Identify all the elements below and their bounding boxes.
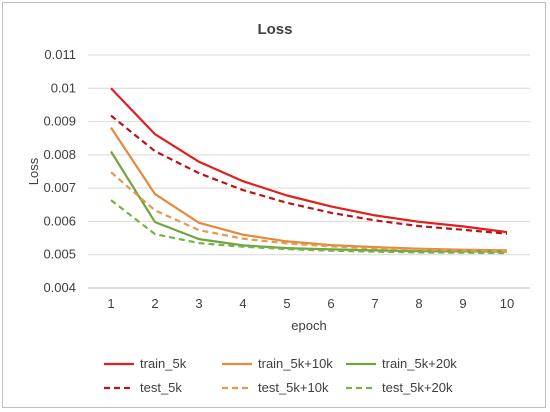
y-tick-label: 0.009 bbox=[43, 114, 76, 129]
legend-label: test_5k+10k bbox=[258, 380, 329, 395]
x-tick-label: 4 bbox=[239, 296, 246, 311]
series-line-test_5k+20k bbox=[110, 199, 508, 255]
legend-label: train_5k bbox=[140, 356, 187, 371]
y-tick-label: 0.006 bbox=[43, 213, 76, 228]
y-axis-label: Loss bbox=[26, 157, 41, 185]
legend-label: train_5k+20k bbox=[382, 356, 457, 371]
series-line-test_5k bbox=[110, 114, 508, 235]
x-tick-label: 1 bbox=[107, 296, 114, 311]
y-tick-label: 0.011 bbox=[44, 47, 76, 62]
x-tick-label: 2 bbox=[151, 296, 158, 311]
y-tick-label: 0.005 bbox=[43, 247, 76, 262]
x-tick-label: 3 bbox=[195, 296, 202, 311]
y-tick-label: 0.004 bbox=[43, 280, 76, 295]
legend-label: test_5k bbox=[140, 380, 182, 395]
series-line-test_5k+10k bbox=[110, 171, 508, 253]
x-axis-ticks: 1 2 3 4 5 6 7 8 9 10 bbox=[107, 296, 514, 311]
series-lines bbox=[110, 87, 508, 255]
y-tick-label: 0.008 bbox=[43, 147, 76, 162]
legend: train_5k train_5k+10k train_5k+20k test_5k t… bbox=[104, 356, 457, 395]
x-tick-label: 9 bbox=[459, 296, 466, 311]
gridlines bbox=[88, 54, 530, 256]
x-tick-label: 6 bbox=[327, 296, 334, 311]
chart-title: Loss bbox=[257, 21, 292, 38]
x-tick-label: 8 bbox=[415, 296, 422, 311]
series-line-train_5k+10k bbox=[110, 126, 508, 252]
chart-frame bbox=[2, 2, 546, 408]
y-axis-ticks: 0.004 0.005 0.006 0.007 0.008 0.009 0.01 0.011 bbox=[43, 47, 76, 295]
x-tick-label: 5 bbox=[283, 296, 290, 311]
x-tick-label: 10 bbox=[500, 296, 514, 311]
x-axis-label: epoch bbox=[291, 318, 326, 333]
y-tick-label: 0.01 bbox=[51, 80, 76, 95]
y-tick-label: 0.007 bbox=[43, 180, 76, 195]
series-line-train_5k bbox=[110, 87, 508, 234]
legend-label: train_5k+10k bbox=[258, 356, 333, 371]
series-line-train_5k+20k bbox=[110, 150, 508, 253]
x-tick-label: 7 bbox=[371, 296, 378, 311]
legend-label: test_5k+20k bbox=[382, 380, 453, 395]
